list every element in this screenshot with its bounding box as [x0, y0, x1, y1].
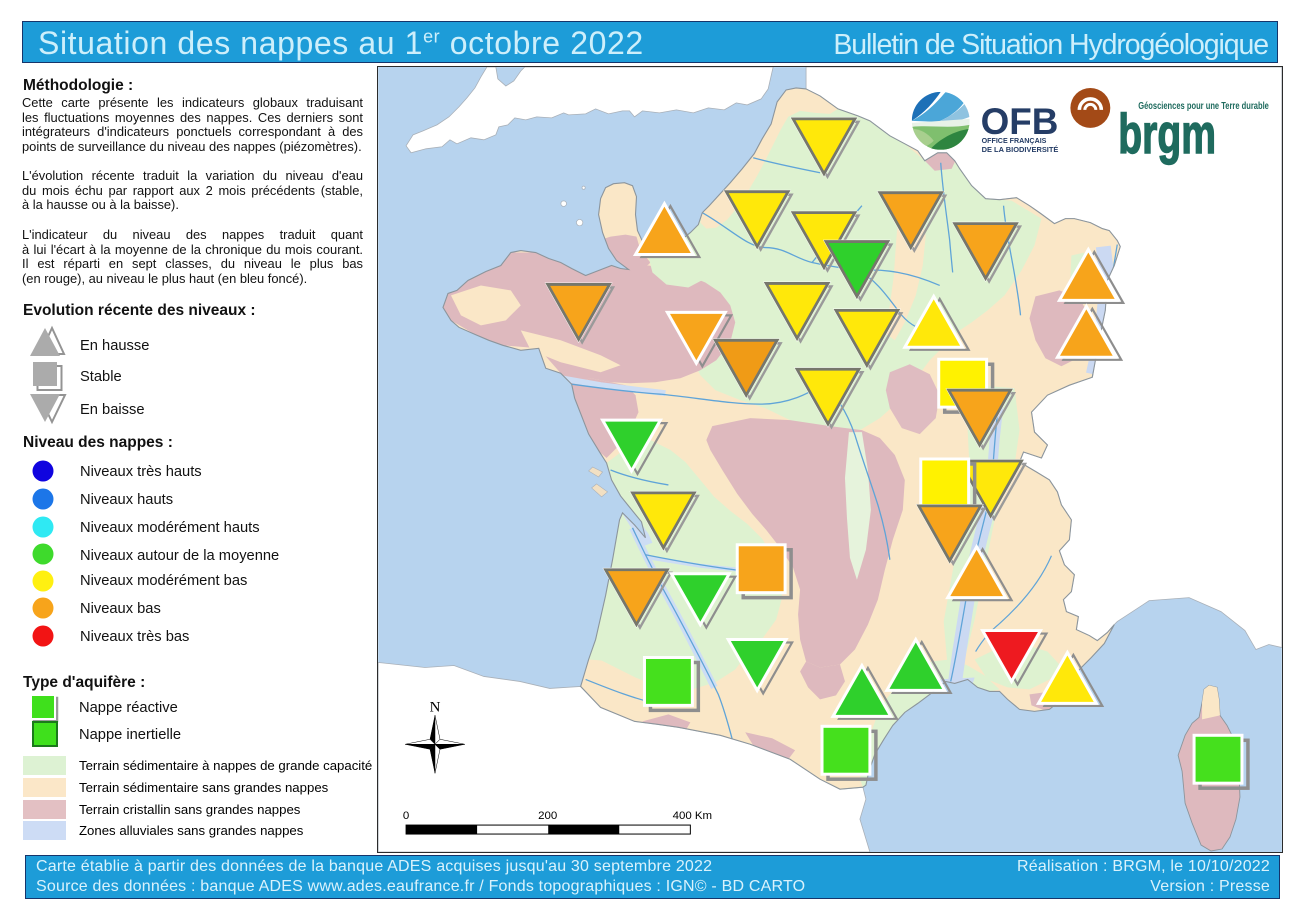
svg-text:0: 0 — [403, 810, 409, 822]
svg-text:400 Km: 400 Km — [673, 810, 713, 822]
svg-text:N: N — [430, 699, 441, 715]
svg-text:DE LA BIODIVERSITÉ: DE LA BIODIVERSITÉ — [982, 145, 1059, 154]
svg-text:Géosciences pour une Terre dur: Géosciences pour une Terre durable — [1138, 101, 1269, 112]
svg-text:200: 200 — [538, 810, 557, 822]
svg-text:brgm: brgm — [1118, 102, 1216, 165]
svg-text:OFFICE FRANÇAIS: OFFICE FRANÇAIS — [982, 136, 1047, 145]
svg-text:OFB: OFB — [981, 101, 1059, 142]
